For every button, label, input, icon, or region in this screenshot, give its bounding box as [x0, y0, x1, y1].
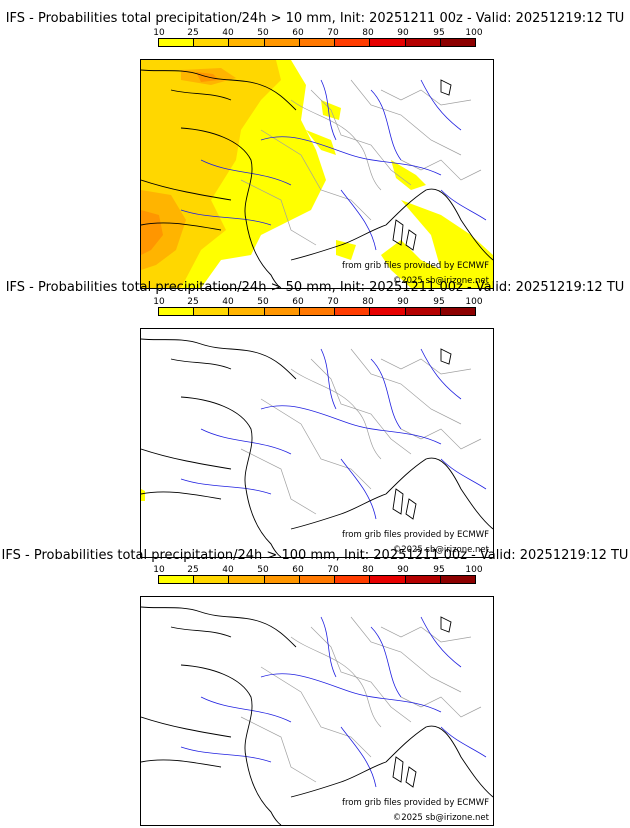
legend-tick: 60 — [292, 297, 304, 307]
legend-swatch — [264, 308, 300, 315]
legend-swatch — [370, 308, 406, 315]
legend-tick: 10 — [153, 565, 165, 575]
legend-swatch — [229, 308, 265, 315]
rivers — [180, 348, 487, 520]
legend-swatch — [229, 39, 265, 46]
legend-swatch — [299, 39, 336, 46]
legend-swatch — [299, 308, 336, 315]
legend-swatch — [194, 39, 230, 46]
legend-tick: 80 — [362, 565, 374, 575]
legend-color-bar — [158, 575, 476, 584]
source-credit: from grib files provided by ECMWF — [342, 261, 489, 271]
color-legend: 10 25 40 50 60 70 80 90 95 100 — [153, 565, 483, 585]
legend-ticks: 10 25 40 50 60 70 80 90 95 100 — [153, 297, 482, 307]
rivers — [180, 616, 487, 788]
legend-tick: 40 — [222, 565, 234, 575]
legend-swatch — [370, 39, 406, 46]
legend-tick: 90 — [397, 565, 409, 575]
legend-tick: 10 — [153, 297, 165, 307]
legend-swatch — [440, 308, 475, 315]
legend-tick: 40 — [222, 297, 234, 307]
legend-swatch — [264, 39, 300, 46]
copyright-credit: ©2025 sb@irizone.net — [392, 276, 489, 286]
map-canvas — [141, 60, 493, 288]
coastline — [141, 606, 493, 825]
source-credit: from grib files provided by ECMWF — [342, 530, 489, 540]
legend-color-bar — [158, 38, 476, 47]
country-borders — [240, 348, 482, 515]
color-legend: 10 25 40 50 60 70 80 90 95 100 — [153, 28, 483, 48]
probability-map: from grib files provided by ECMWF ©2025 … — [140, 59, 494, 289]
legend-swatch — [405, 308, 441, 315]
legend-tick: 40 — [222, 28, 234, 38]
country-borders — [240, 616, 482, 783]
map-canvas — [141, 606, 493, 825]
legend-swatch — [194, 576, 230, 583]
coastline — [141, 69, 493, 288]
legend-tick: 95 — [433, 565, 445, 575]
legend-swatch — [299, 576, 336, 583]
legend-swatch — [440, 576, 475, 583]
legend-tick: 60 — [292, 565, 304, 575]
legend-tick: 50 — [257, 565, 269, 575]
legend-swatch — [335, 576, 371, 583]
legend-swatch — [440, 39, 475, 46]
probability-map: from grib files provided by ECMWF ©2025 … — [140, 328, 494, 558]
legend-swatch — [405, 39, 441, 46]
legend-tick: 90 — [397, 297, 409, 307]
legend-swatch — [335, 39, 371, 46]
legend-tick: 95 — [433, 297, 445, 307]
legend-swatch — [159, 308, 195, 315]
legend-swatch — [264, 576, 300, 583]
map-title: IFS - Probabilities total precipitation/… — [1, 548, 629, 563]
legend-tick: 80 — [362, 297, 374, 307]
color-legend: 10 25 40 50 60 70 80 90 95 100 — [153, 297, 483, 317]
legend-color-bar — [158, 307, 476, 316]
legend-ticks: 10 25 40 50 60 70 80 90 95 100 — [153, 28, 482, 38]
legend-tick: 25 — [187, 297, 199, 307]
probability-map: from grib files provided by ECMWF ©2025 … — [140, 596, 494, 826]
coastline — [141, 338, 493, 557]
legend-tick: 60 — [292, 28, 304, 38]
legend-swatch — [194, 308, 230, 315]
map-title: IFS - Probabilities total precipitation/… — [5, 280, 625, 295]
legend-ticks: 10 25 40 50 60 70 80 90 95 100 — [153, 565, 482, 575]
map-title: IFS - Probabilities total precipitation/… — [5, 11, 625, 26]
legend-tick: 10 — [153, 28, 165, 38]
copyright-credit: ©2025 sb@irizone.net — [392, 545, 489, 555]
legend-tick: 50 — [257, 28, 269, 38]
probability-shading — [141, 489, 145, 501]
legend-tick: 25 — [187, 565, 199, 575]
legend-tick: 70 — [327, 565, 339, 575]
legend-swatch — [159, 576, 195, 583]
legend-tick: 80 — [362, 28, 374, 38]
legend-tick: 70 — [327, 297, 339, 307]
legend-tick: 100 — [465, 28, 483, 38]
legend-tick: 50 — [257, 297, 269, 307]
legend-tick: 100 — [465, 565, 483, 575]
legend-tick: 90 — [397, 28, 409, 38]
rivers — [180, 79, 487, 251]
legend-swatch — [159, 39, 195, 46]
legend-swatch — [405, 576, 441, 583]
legend-swatch — [370, 576, 406, 583]
legend-tick: 70 — [327, 28, 339, 38]
legend-tick: 100 — [465, 297, 483, 307]
copyright-credit: ©2025 sb@irizone.net — [392, 813, 489, 823]
source-credit: from grib files provided by ECMWF — [342, 798, 489, 808]
probability-shading — [141, 60, 493, 288]
legend-swatch — [229, 576, 265, 583]
legend-tick: 95 — [433, 28, 445, 38]
legend-swatch — [335, 308, 371, 315]
map-canvas — [141, 338, 493, 557]
legend-tick: 25 — [187, 28, 199, 38]
